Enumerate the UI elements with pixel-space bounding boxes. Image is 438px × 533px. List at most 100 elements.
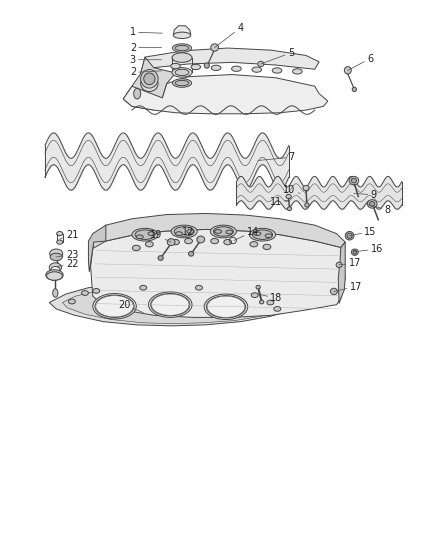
Ellipse shape (171, 225, 197, 238)
Polygon shape (123, 75, 328, 114)
Polygon shape (62, 287, 278, 324)
Ellipse shape (191, 64, 201, 70)
Ellipse shape (253, 230, 272, 239)
Ellipse shape (158, 256, 163, 261)
Polygon shape (141, 48, 319, 74)
Ellipse shape (152, 294, 189, 316)
Ellipse shape (175, 80, 189, 86)
Ellipse shape (330, 288, 337, 295)
Ellipse shape (287, 207, 292, 211)
Ellipse shape (224, 239, 232, 245)
Ellipse shape (53, 289, 58, 297)
Ellipse shape (370, 201, 375, 206)
Ellipse shape (96, 296, 133, 317)
Ellipse shape (345, 231, 354, 240)
Ellipse shape (167, 239, 175, 246)
Ellipse shape (303, 185, 309, 191)
Ellipse shape (175, 69, 189, 76)
Ellipse shape (352, 87, 357, 92)
Ellipse shape (215, 230, 222, 233)
Ellipse shape (135, 230, 155, 239)
Text: 1: 1 (130, 27, 162, 37)
Ellipse shape (187, 230, 194, 233)
Ellipse shape (349, 176, 359, 185)
Text: 10: 10 (283, 184, 300, 195)
Ellipse shape (68, 299, 75, 304)
Ellipse shape (144, 73, 155, 85)
Text: 11: 11 (269, 197, 289, 207)
Text: 2: 2 (130, 43, 162, 53)
Text: 22: 22 (56, 260, 78, 269)
Ellipse shape (136, 235, 143, 239)
Ellipse shape (265, 234, 272, 238)
Ellipse shape (232, 66, 241, 71)
Polygon shape (338, 242, 345, 304)
Ellipse shape (274, 306, 281, 311)
Ellipse shape (140, 285, 147, 290)
Ellipse shape (175, 45, 189, 51)
Ellipse shape (174, 227, 194, 236)
Text: 2: 2 (130, 68, 162, 77)
Ellipse shape (176, 232, 183, 236)
Ellipse shape (141, 76, 158, 92)
Text: 12: 12 (183, 227, 198, 238)
Text: 15: 15 (350, 227, 377, 237)
Ellipse shape (258, 61, 264, 67)
Ellipse shape (351, 249, 358, 255)
Ellipse shape (81, 290, 88, 295)
Ellipse shape (344, 67, 351, 74)
Ellipse shape (252, 67, 261, 72)
Ellipse shape (132, 245, 140, 251)
Polygon shape (49, 282, 290, 326)
Ellipse shape (305, 203, 309, 207)
Text: 4: 4 (215, 23, 244, 47)
Ellipse shape (256, 285, 260, 289)
Text: 16: 16 (355, 244, 383, 254)
Text: 3: 3 (130, 55, 162, 64)
Text: 19: 19 (150, 230, 171, 242)
Ellipse shape (141, 69, 158, 88)
Text: 18: 18 (258, 293, 283, 303)
Ellipse shape (145, 241, 153, 247)
Ellipse shape (267, 300, 274, 305)
Text: 21: 21 (60, 230, 78, 240)
Ellipse shape (188, 252, 194, 256)
Text: 17: 17 (334, 281, 362, 292)
Ellipse shape (93, 288, 100, 293)
Ellipse shape (57, 240, 63, 244)
Ellipse shape (263, 244, 271, 249)
Ellipse shape (211, 238, 219, 244)
Ellipse shape (185, 238, 192, 244)
Ellipse shape (259, 300, 264, 304)
Ellipse shape (148, 292, 192, 317)
Ellipse shape (95, 295, 134, 317)
Text: 7: 7 (258, 152, 295, 162)
Ellipse shape (353, 251, 357, 254)
Polygon shape (93, 214, 345, 248)
Ellipse shape (151, 294, 190, 316)
Ellipse shape (50, 266, 60, 275)
Text: 9: 9 (354, 190, 377, 200)
Ellipse shape (251, 293, 258, 297)
Ellipse shape (173, 79, 191, 87)
Ellipse shape (367, 200, 377, 208)
Ellipse shape (195, 285, 202, 290)
Ellipse shape (226, 230, 233, 234)
Ellipse shape (207, 296, 245, 317)
Ellipse shape (254, 232, 261, 236)
Ellipse shape (211, 65, 221, 70)
Ellipse shape (293, 69, 302, 74)
Ellipse shape (57, 231, 63, 236)
Ellipse shape (173, 44, 191, 52)
Ellipse shape (286, 195, 291, 199)
Ellipse shape (172, 239, 180, 245)
Ellipse shape (206, 296, 246, 318)
Ellipse shape (197, 236, 205, 243)
Text: 5: 5 (261, 48, 294, 64)
Text: 17: 17 (339, 258, 361, 268)
Ellipse shape (93, 294, 136, 319)
Ellipse shape (210, 225, 237, 238)
Ellipse shape (336, 262, 342, 268)
Ellipse shape (171, 63, 180, 69)
Ellipse shape (204, 294, 248, 319)
